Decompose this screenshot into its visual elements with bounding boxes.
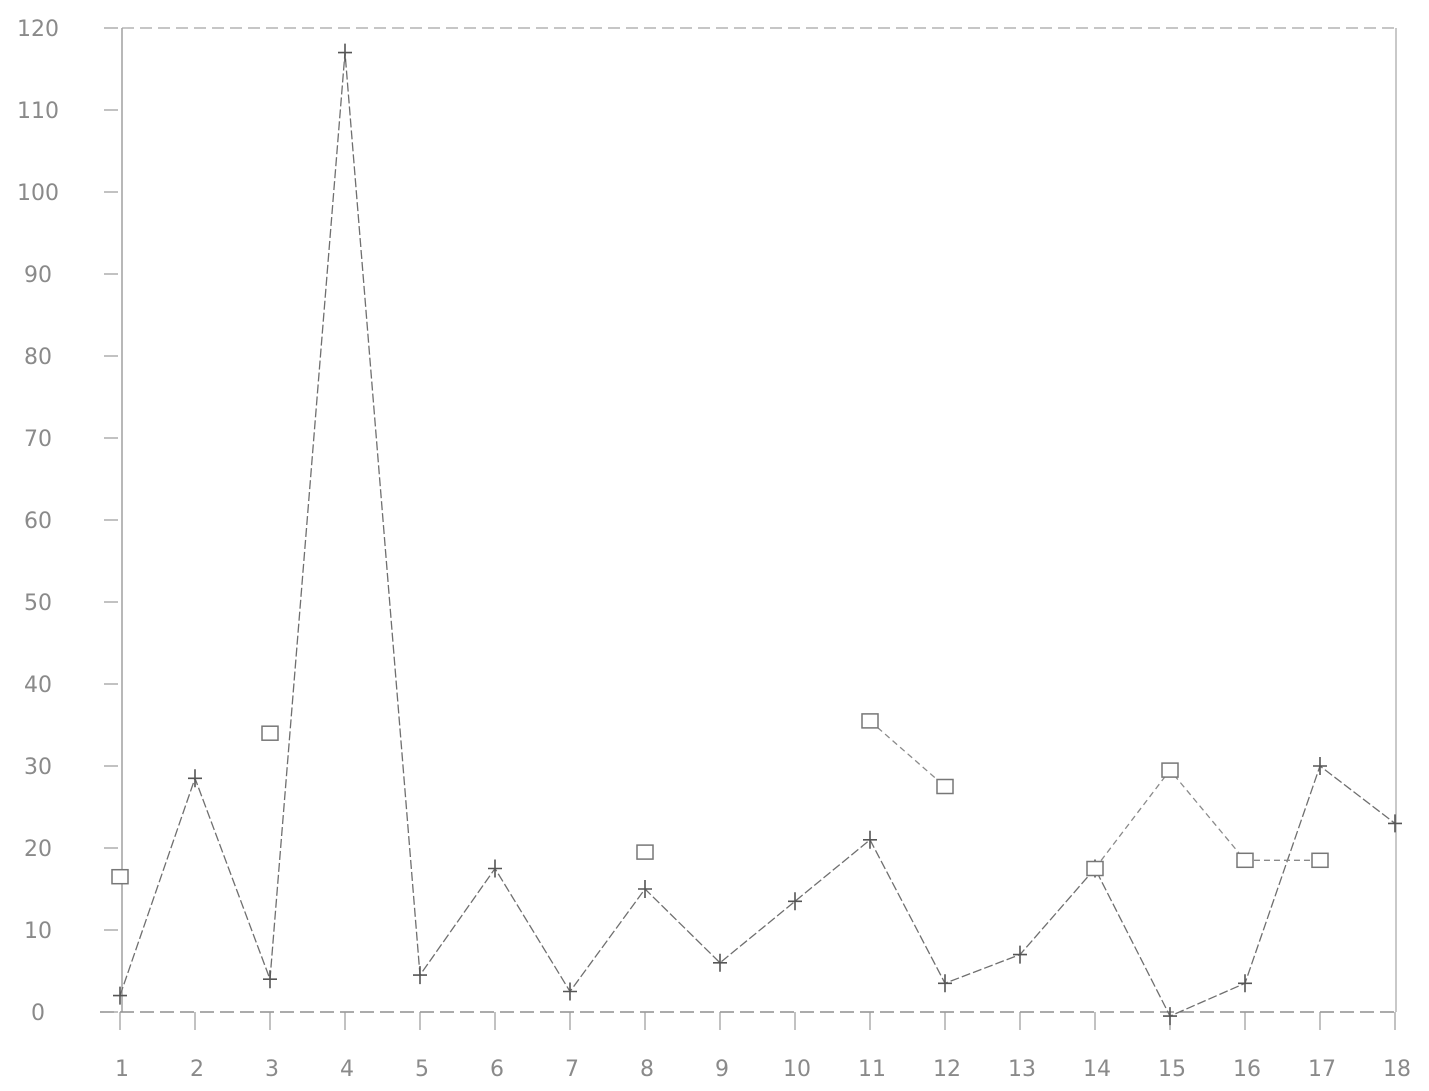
data-point bbox=[1313, 757, 1327, 775]
x-tick-label: 2 bbox=[190, 1057, 204, 1082]
x-tick-label: 16 bbox=[1233, 1057, 1261, 1082]
data-point bbox=[488, 859, 502, 878]
plot-frame bbox=[100, 27, 1397, 1013]
y-tick-label: 40 bbox=[24, 673, 52, 698]
y-tick-label: 20 bbox=[24, 837, 52, 862]
data-point bbox=[788, 892, 802, 911]
x-tick-label: 3 bbox=[265, 1057, 279, 1082]
data-point bbox=[261, 725, 279, 741]
x-tick-label: 4 bbox=[340, 1057, 354, 1082]
x-tick-label: 9 bbox=[715, 1057, 729, 1082]
y-tick-label: 120 bbox=[17, 17, 59, 42]
x-tick-label: 12 bbox=[933, 1057, 961, 1082]
data-point bbox=[1086, 860, 1104, 877]
y-tick-label: 70 bbox=[24, 427, 52, 452]
x-tick-label: 18 bbox=[1383, 1057, 1411, 1082]
data-point bbox=[1388, 814, 1402, 833]
y-tick-label: 10 bbox=[24, 919, 52, 944]
series-layer bbox=[111, 43, 1402, 1026]
series-1 bbox=[113, 43, 1402, 1026]
data-point bbox=[1163, 1007, 1177, 1026]
data-point bbox=[1236, 852, 1254, 869]
x-tick-label: 5 bbox=[415, 1057, 429, 1082]
data-point bbox=[936, 778, 954, 795]
x-tick-label: 8 bbox=[640, 1057, 654, 1082]
data-point bbox=[111, 868, 129, 885]
series-line bbox=[869, 720, 1320, 869]
series-line bbox=[119, 52, 1396, 1017]
data-point bbox=[636, 844, 654, 860]
y-tick-label: 60 bbox=[24, 509, 52, 534]
x-tick-label: 7 bbox=[565, 1057, 579, 1082]
data-point bbox=[863, 830, 877, 849]
x-tick-label: 13 bbox=[1008, 1057, 1036, 1082]
data-point bbox=[638, 880, 652, 898]
data-point bbox=[938, 974, 952, 993]
series-2 bbox=[111, 713, 1329, 885]
x-tick-label: 6 bbox=[490, 1057, 504, 1082]
x-tick-label: 11 bbox=[858, 1057, 886, 1082]
y-tick-label: 90 bbox=[24, 263, 52, 288]
y-tick-label: 0 bbox=[31, 1001, 45, 1026]
x-tick-label: 10 bbox=[783, 1057, 811, 1082]
data-point bbox=[1238, 974, 1252, 993]
data-point bbox=[1161, 762, 1179, 778]
y-tick-label: 30 bbox=[24, 755, 52, 780]
data-point bbox=[338, 43, 352, 62]
data-point bbox=[113, 986, 127, 1005]
data-point bbox=[188, 769, 202, 788]
x-tick-label: 1 bbox=[115, 1057, 129, 1082]
x-tick-label: 15 bbox=[1158, 1057, 1186, 1082]
data-point bbox=[563, 982, 577, 1001]
x-axis: 1 2 3 4 5 6 7 8 9 10 11 12 13 14 15 16 17 18 bbox=[115, 1012, 1411, 1082]
data-point bbox=[1311, 852, 1329, 869]
data-point bbox=[413, 966, 427, 985]
y-axis: 0 10 20 30 40 50 60 70 80 90 100 110 120 bbox=[17, 17, 118, 1026]
data-point bbox=[861, 713, 879, 729]
data-point bbox=[713, 953, 727, 972]
y-tick-label: 100 bbox=[17, 181, 59, 206]
y-tick-label: 50 bbox=[24, 591, 52, 616]
x-tick-label: 14 bbox=[1083, 1057, 1111, 1082]
data-point bbox=[1013, 945, 1027, 964]
y-tick-label: 110 bbox=[17, 99, 59, 124]
data-point bbox=[263, 970, 277, 989]
y-tick-label: 80 bbox=[24, 345, 52, 370]
x-tick-label: 17 bbox=[1308, 1057, 1336, 1082]
